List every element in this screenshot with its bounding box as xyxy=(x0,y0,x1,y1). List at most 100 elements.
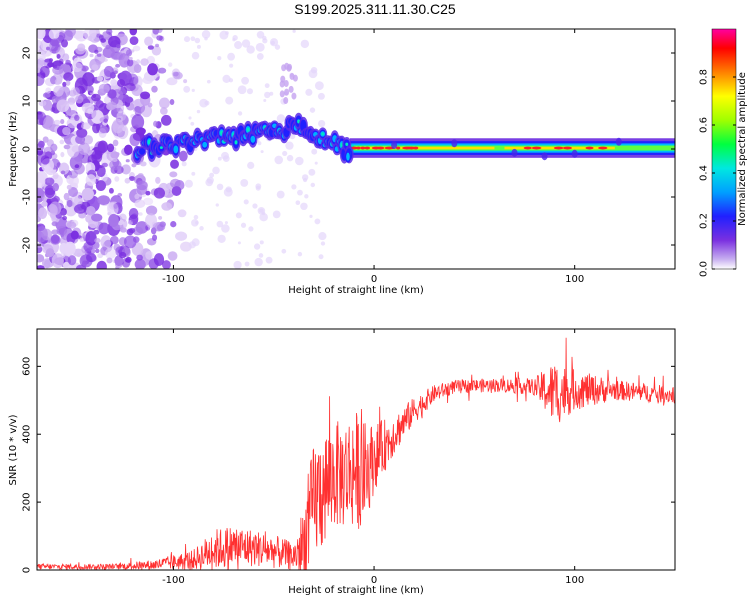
noise-blob xyxy=(259,240,264,245)
noise-blob xyxy=(95,180,107,192)
noise-blob xyxy=(212,166,220,175)
noise-blob xyxy=(193,214,199,220)
noise-blob xyxy=(225,186,232,193)
noise-blob xyxy=(64,102,78,117)
noise-blob xyxy=(85,174,97,186)
ridge-blob xyxy=(159,146,163,149)
noise-blob xyxy=(60,170,66,175)
noise-blob xyxy=(143,197,154,206)
noise-blob xyxy=(276,190,285,199)
noise-blob xyxy=(60,39,68,48)
noise-blob xyxy=(45,187,55,196)
noise-blob xyxy=(132,226,144,236)
noise-blob xyxy=(110,151,120,159)
noise-blob xyxy=(113,203,119,209)
noise-blob xyxy=(128,56,133,60)
noise-blob xyxy=(172,71,179,77)
noise-blob xyxy=(311,148,318,155)
noise-blob xyxy=(269,38,279,47)
snr-xtick-label: 100 xyxy=(565,575,584,586)
noise-blob xyxy=(91,93,101,102)
noise-blob xyxy=(318,119,326,128)
noise-blob xyxy=(37,173,46,189)
colorbar xyxy=(712,29,736,269)
noise-blob xyxy=(196,44,201,49)
noise-blob xyxy=(151,45,162,56)
noise-blob xyxy=(42,244,54,254)
noise-blob xyxy=(112,139,119,147)
noise-blob xyxy=(225,96,234,105)
noise-blob xyxy=(151,85,158,93)
noise-blob xyxy=(74,114,80,122)
ridge-peak xyxy=(553,146,564,150)
noise-blob xyxy=(96,75,104,82)
noise-blob xyxy=(66,142,80,158)
colorbar-tick-label: 0.0 xyxy=(699,261,710,277)
noise-blob xyxy=(201,30,211,39)
noise-blob xyxy=(235,212,242,219)
noise-blob xyxy=(256,53,264,60)
noise-blob xyxy=(109,159,122,171)
noise-blob xyxy=(125,256,132,263)
noise-blob xyxy=(134,105,141,113)
noise-blob xyxy=(169,171,178,178)
noise-blob xyxy=(136,254,143,261)
noise-blob xyxy=(91,64,99,71)
noise-blob xyxy=(252,203,258,209)
spectrogram-ytick-label: -10 xyxy=(22,189,33,205)
noise-blob xyxy=(85,206,96,216)
snr-xtick-label: -100 xyxy=(162,575,185,586)
noise-blob xyxy=(66,184,72,190)
noise-blob xyxy=(295,200,301,206)
noise-blob xyxy=(243,199,249,205)
noise-blob xyxy=(108,187,114,194)
noise-blob xyxy=(77,43,86,52)
noise-blob xyxy=(291,184,297,190)
noise-blob xyxy=(60,118,65,125)
noise-blob xyxy=(258,253,264,258)
noise-blob xyxy=(118,251,127,259)
noise-blob xyxy=(110,79,118,86)
noise-blob xyxy=(123,235,137,249)
noise-blob xyxy=(229,63,234,68)
noise-blob xyxy=(94,49,99,54)
colorbar-tick-label: 0.8 xyxy=(699,69,710,85)
noise-blob xyxy=(288,85,294,93)
noise-blob xyxy=(318,254,324,260)
noise-blob xyxy=(56,53,61,59)
noise-blob xyxy=(224,221,228,225)
noise-blob xyxy=(167,251,178,261)
noise-blob xyxy=(241,76,249,85)
ridge-peak xyxy=(523,146,532,150)
noise-blob xyxy=(188,116,192,120)
snr-ytick-label: 400 xyxy=(22,425,33,444)
noise-blob xyxy=(309,107,316,113)
noise-blob xyxy=(62,215,68,221)
noise-blob xyxy=(246,88,254,95)
noise-blob xyxy=(221,224,230,233)
ridge-peak xyxy=(360,146,366,150)
noise-blob xyxy=(191,88,195,92)
noise-blob xyxy=(161,114,172,126)
noise-blob xyxy=(232,38,236,42)
ridge-peak xyxy=(598,146,608,150)
noise-blob xyxy=(183,36,191,43)
noise-blob xyxy=(190,36,196,42)
noise-blob xyxy=(64,241,76,256)
noise-blob xyxy=(107,89,117,99)
noise-blob xyxy=(228,78,234,83)
noise-blob xyxy=(175,231,188,241)
noise-blob xyxy=(66,199,73,208)
noise-blob xyxy=(134,199,146,209)
noise-blob xyxy=(217,156,222,161)
ridge-blob xyxy=(345,142,349,147)
noise-blob xyxy=(49,38,61,54)
noise-blob xyxy=(132,45,141,52)
noise-blob xyxy=(98,83,110,94)
noise-blob xyxy=(44,259,51,269)
noise-blob xyxy=(106,29,113,35)
noise-blob xyxy=(71,62,83,73)
noise-blob xyxy=(125,159,130,163)
noise-blob xyxy=(309,214,313,218)
